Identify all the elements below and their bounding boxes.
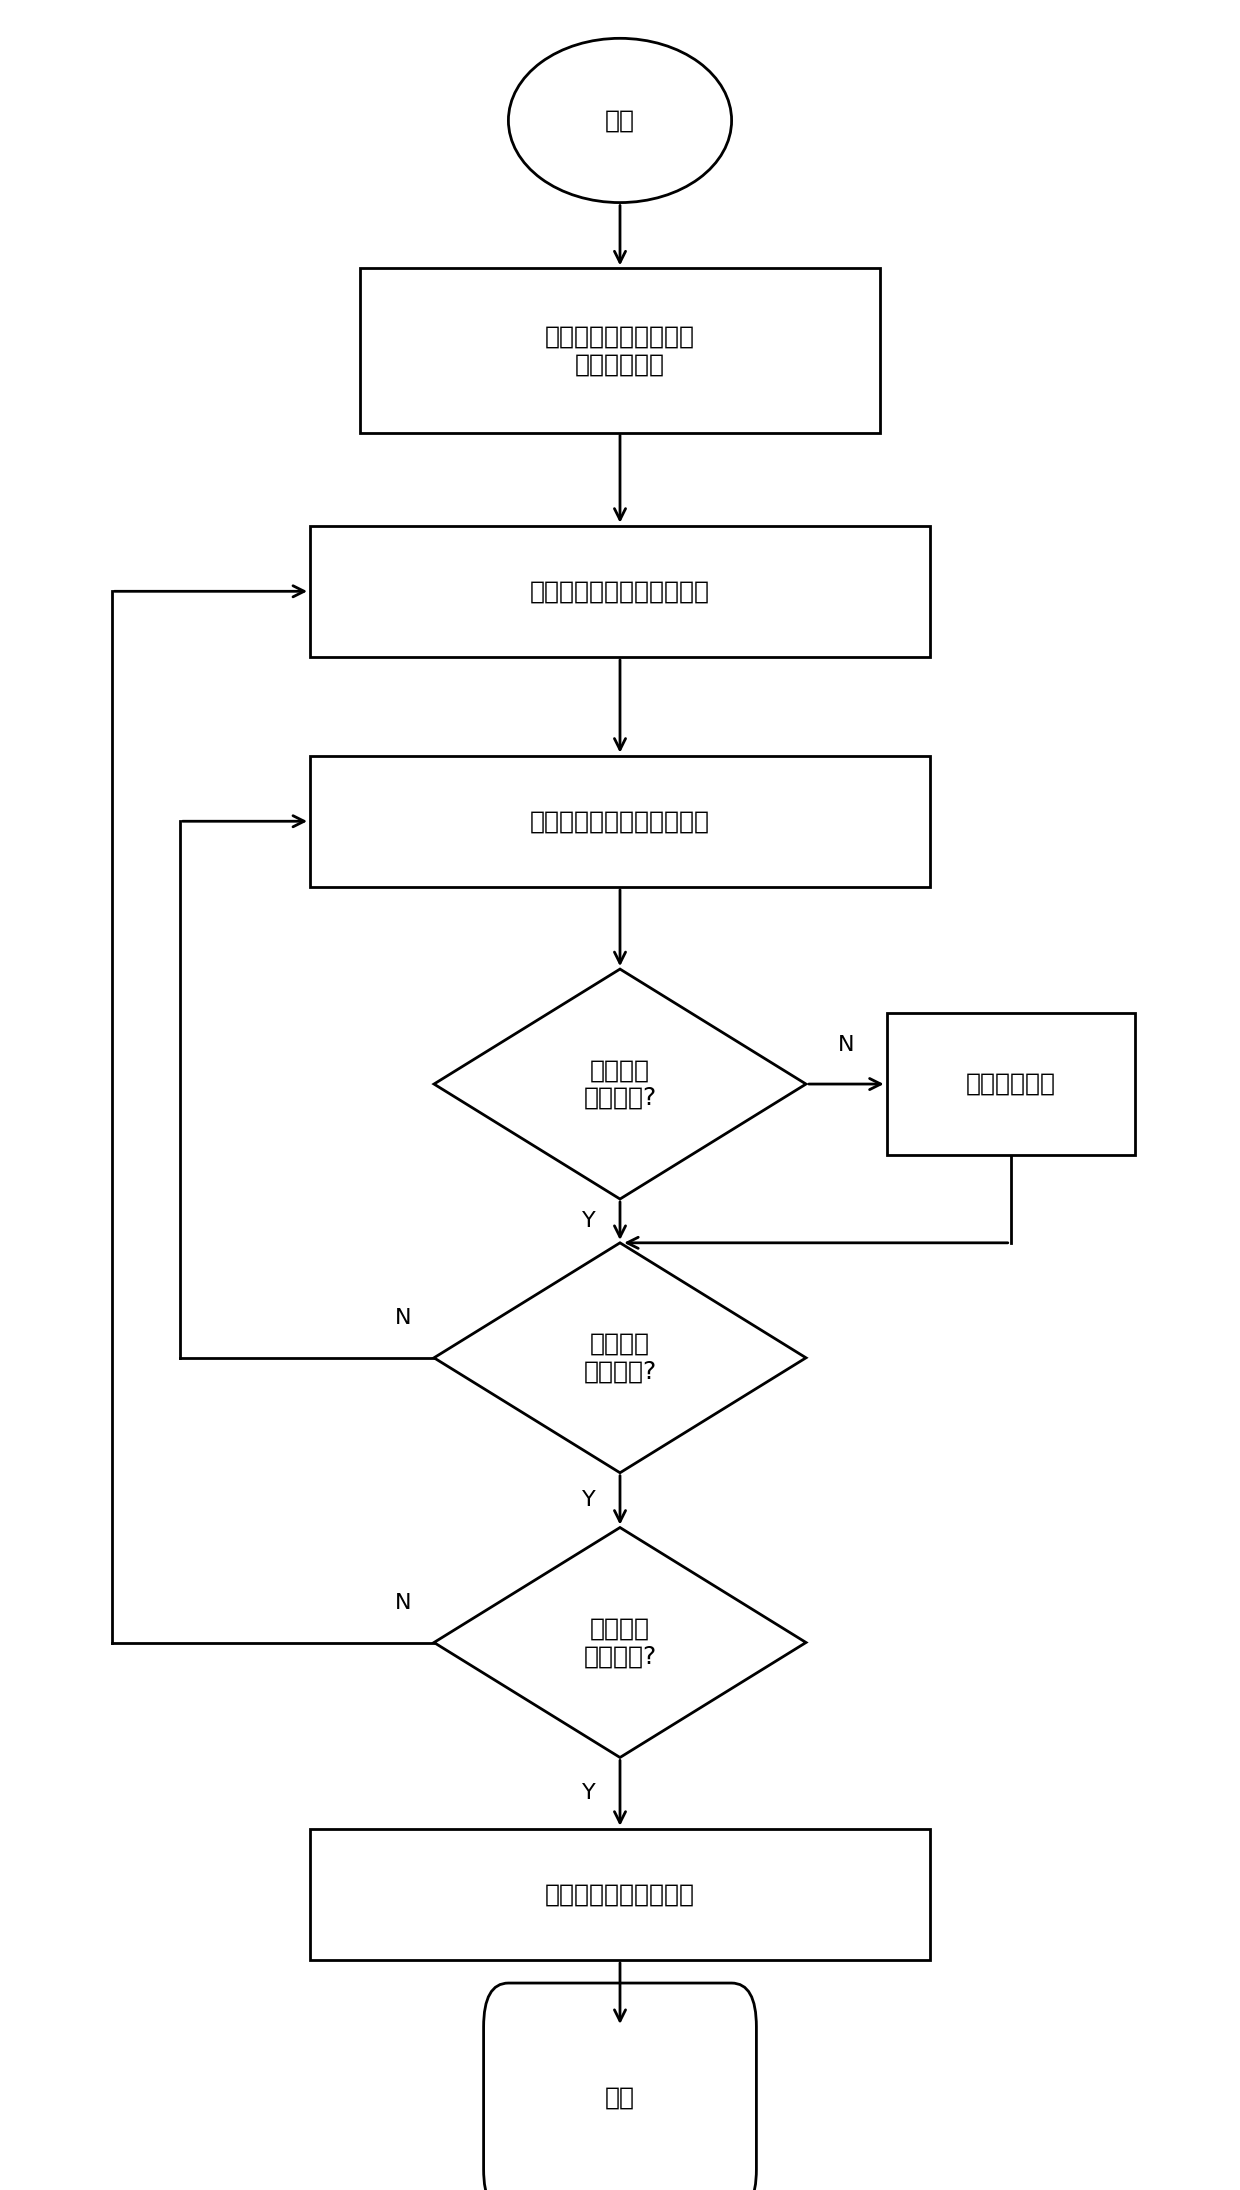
Text: 开始: 开始 bbox=[605, 110, 635, 131]
Polygon shape bbox=[434, 970, 806, 1200]
Polygon shape bbox=[434, 1244, 806, 1474]
Text: 生成审查结果集并输出: 生成审查结果集并输出 bbox=[546, 1883, 694, 1905]
Text: Y: Y bbox=[582, 1783, 596, 1802]
Bar bbox=[887, 1012, 1135, 1156]
Bar bbox=[310, 526, 930, 657]
Text: 是否符合
审查规则?: 是否符合 审查规则? bbox=[583, 1058, 657, 1110]
Text: 按照类型依次读取审查规则: 按照类型依次读取审查规则 bbox=[529, 810, 711, 832]
Bar bbox=[310, 1829, 930, 1960]
Text: 归类记录错误: 归类记录错误 bbox=[966, 1073, 1055, 1095]
Text: 加工信息
是否读完?: 加工信息 是否读完? bbox=[583, 1616, 657, 1669]
Ellipse shape bbox=[508, 39, 732, 204]
Text: 审查规则
是否读完?: 审查规则 是否读完? bbox=[583, 1332, 657, 1384]
Text: N: N bbox=[394, 1592, 412, 1614]
Polygon shape bbox=[434, 1529, 806, 1756]
Text: Y: Y bbox=[582, 1489, 596, 1511]
FancyBboxPatch shape bbox=[484, 1984, 756, 2190]
Text: N: N bbox=[394, 1307, 412, 1329]
Text: N: N bbox=[838, 1034, 854, 1056]
Text: 结束: 结束 bbox=[605, 2087, 635, 2109]
Bar bbox=[310, 756, 930, 887]
Text: 读取光绘或钒孔文件，
整合加工信息: 读取光绘或钒孔文件， 整合加工信息 bbox=[546, 324, 694, 377]
Bar bbox=[360, 269, 880, 434]
Text: Y: Y bbox=[582, 1211, 596, 1231]
Text: 逐条读取整合后的加工信息: 逐条读取整合后的加工信息 bbox=[529, 580, 711, 602]
